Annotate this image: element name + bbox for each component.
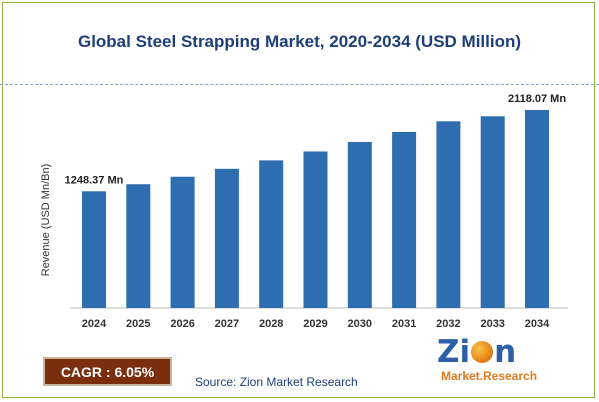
bar-2029 bbox=[303, 151, 328, 308]
x-tick-label: 2029 bbox=[303, 318, 327, 330]
bar-2027 bbox=[214, 168, 239, 308]
globe-icon bbox=[471, 341, 494, 363]
bar-2025 bbox=[126, 184, 151, 308]
bar-2033 bbox=[480, 116, 505, 308]
x-tick-label: 2034 bbox=[525, 318, 550, 330]
bar-2030 bbox=[347, 141, 372, 308]
x-tick-label: 2027 bbox=[215, 318, 239, 330]
title-divider bbox=[0, 84, 599, 85]
logo-subtitle: Market.Research bbox=[441, 369, 538, 383]
logo-n: n bbox=[494, 334, 517, 370]
bar-2034 bbox=[525, 110, 549, 308]
data-label: 1248.37 Mn bbox=[65, 174, 124, 186]
bar-2024 bbox=[82, 191, 106, 308]
data-label: 2118.07 Mn bbox=[508, 93, 566, 105]
cagr-badge: CAGR : 6.05% bbox=[43, 357, 172, 386]
logo-z: Z bbox=[437, 334, 460, 370]
bar-2026 bbox=[170, 176, 195, 308]
y-axis-label: Revenue (USD Mn/Bn) bbox=[40, 164, 52, 277]
x-tick-label: 2028 bbox=[259, 318, 283, 330]
bar-2031 bbox=[392, 131, 417, 308]
x-tick-label: 2030 bbox=[348, 318, 372, 330]
x-tick-label: 2031 bbox=[392, 318, 416, 330]
source-text: Source: Zion Market Research bbox=[195, 375, 358, 389]
chart-title: Global Steel Strapping Market, 2020-2034… bbox=[77, 32, 522, 51]
x-tick-label: 2033 bbox=[480, 318, 504, 330]
bar-2028 bbox=[259, 160, 284, 308]
x-tick-label: 2026 bbox=[170, 318, 194, 330]
bar-2032 bbox=[436, 121, 461, 308]
x-tick-label: 2025 bbox=[126, 318, 150, 330]
x-tick-label: 2032 bbox=[436, 318, 460, 330]
x-tick-label: 2024 bbox=[82, 318, 107, 330]
logo-i: i bbox=[459, 334, 471, 370]
